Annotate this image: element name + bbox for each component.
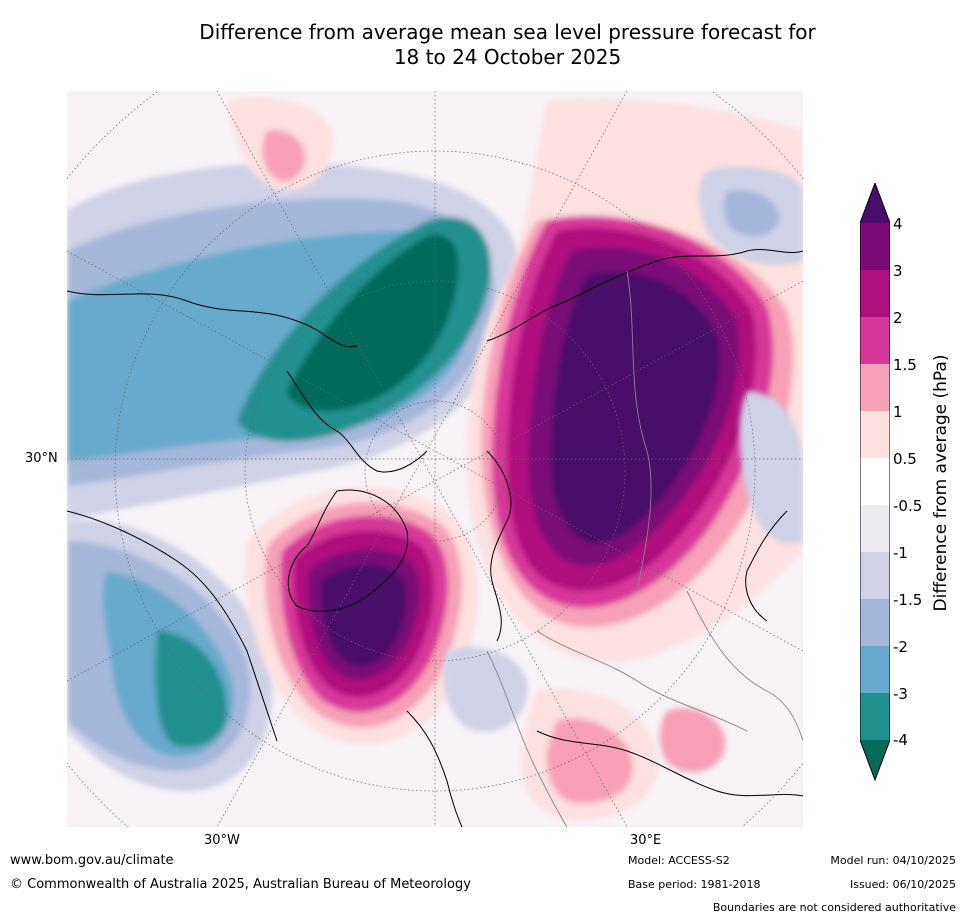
title-line-2: 18 to 24 October 2025 [393,45,622,69]
title-line-1: Difference from average mean sea level p… [199,20,816,44]
positive-anomaly-minor [227,97,726,821]
colorbar-bin [860,693,890,740]
copyright: © Commonwealth of Australia 2025, Austra… [10,877,471,892]
colorbar-extend-low [860,740,890,780]
colorbar-title: Difference from average (hPa) [931,354,951,612]
boundary-disclaimer: Boundaries are not considered authoritat… [712,901,956,914]
model-run: Model run: 04/10/2025 [830,854,956,867]
colorbar-tick: -1.5 [893,591,923,609]
lon-label-30w: 30°W [204,833,240,848]
colorbar-tick: 2 [893,309,903,327]
colorbar-bin [860,552,890,599]
colorbar-extend-high [860,183,890,223]
colorbar-bin [860,364,890,411]
colorbar-bin [860,317,890,364]
colorbar-bin [860,223,890,270]
colorbar-tick: 1.5 [893,356,917,374]
base-period: Base period: 1981-2018 [628,878,761,891]
colorbar-bin [860,646,890,693]
colorbar-tick: 0.5 [893,450,917,468]
lon-label-30e: 30°E [630,833,662,848]
positive-anomaly-atlantic [245,487,479,745]
colorbar-tick: 1 [893,403,903,421]
anomaly-map [67,91,803,827]
negative-anomaly-arctic [67,163,522,521]
colorbar-bin [860,411,890,458]
colorbar-tick: -0.5 [893,497,923,515]
country-boundaries [486,270,803,827]
colorbar-tick: -2 [893,638,908,656]
model-label: Model: ACCESS-S2 [628,854,730,867]
negative-anomaly-pacific [67,519,273,791]
website-link[interactable]: www.bom.gov.au/climate [10,853,174,868]
map-canvas [67,91,803,827]
graticule [67,91,803,827]
colorbar [860,183,890,782]
colorbar-bin [860,458,890,505]
coastlines [67,249,803,827]
colorbar-tick: 3 [893,262,903,280]
lat-label-30n: 30°N [25,451,58,466]
colorbar-bin [860,599,890,646]
colorbar-tick: -1 [893,544,908,562]
negative-anomaly-minor [443,167,803,732]
colorbar-bin [860,505,890,552]
colorbar-tick: -3 [893,685,908,703]
colorbar-bin [860,270,890,317]
issued-date: Issued: 06/10/2025 [849,878,956,891]
colorbar-tick: 4 [893,215,903,233]
colorbar-tick: -4 [893,731,908,749]
chart-title: Difference from average mean sea level p… [90,20,925,70]
